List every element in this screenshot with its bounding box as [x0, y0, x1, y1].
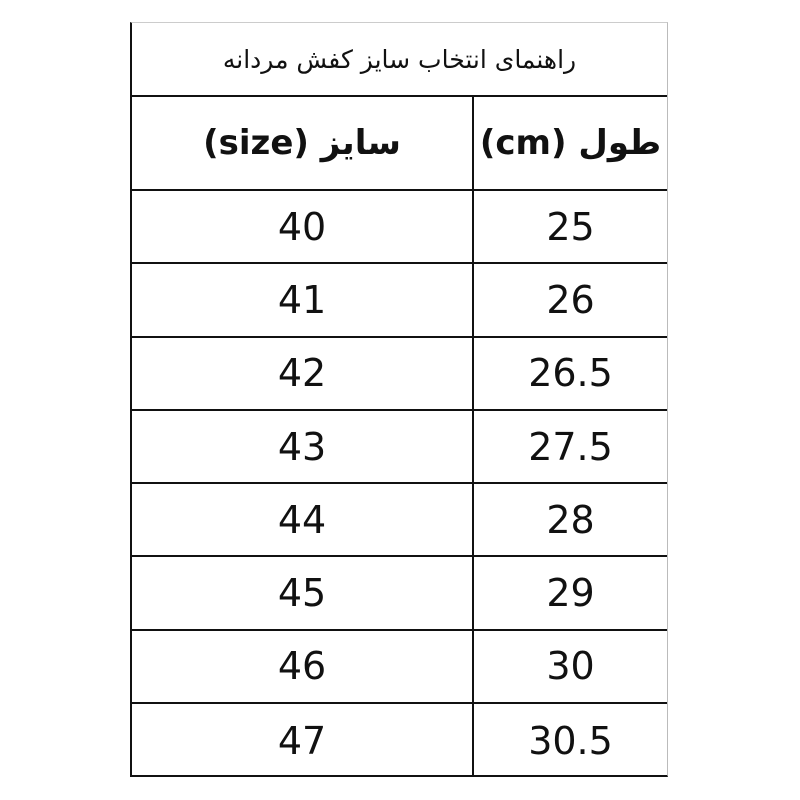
size-cell: 45 — [132, 557, 474, 629]
length-cell: 29 — [546, 571, 595, 616]
table-row: 47 30.5 — [132, 704, 667, 778]
table-row: 45 29 — [132, 557, 667, 631]
length-cell: 27.5 — [528, 424, 613, 469]
size-cell: 41 — [132, 264, 474, 336]
table-row: 46 30 — [132, 630, 667, 705]
table-row: 40 25 — [132, 191, 667, 265]
table-row: 44 28 — [132, 484, 667, 558]
length-cell: 30 — [546, 644, 595, 689]
size-cell: 44 — [132, 484, 474, 556]
length-cell: 26.5 — [528, 351, 613, 396]
table-title: راهنمای انتخاب سایز کفش مردانه — [132, 23, 667, 97]
header-size: سایز (size) — [132, 97, 474, 189]
size-cell: 42 — [132, 337, 474, 409]
length-cell: 28 — [546, 497, 595, 542]
size-cell: 47 — [132, 704, 474, 778]
length-cell: 30.5 — [528, 718, 613, 763]
size-cell: 40 — [132, 191, 474, 263]
table-row: 41 26 — [132, 264, 667, 338]
length-cell: 26 — [546, 277, 595, 322]
table-row: 42 26.5 — [132, 337, 667, 411]
size-cell: 46 — [132, 630, 474, 703]
header-row: سایز (size) طول (cm) — [132, 97, 667, 191]
size-chart-table: راهنمای انتخاب سایز کفش مردانه سایز (siz… — [130, 22, 668, 778]
header-length: طول (cm) — [479, 123, 662, 163]
length-cell: 25 — [546, 204, 595, 249]
table-body: 40 25 41 26 42 26.5 43 27.5 44 28 45 29 46 30 47 30.5 — [132, 191, 667, 778]
table-row: 43 27.5 — [132, 410, 667, 485]
size-cell: 43 — [132, 410, 474, 483]
